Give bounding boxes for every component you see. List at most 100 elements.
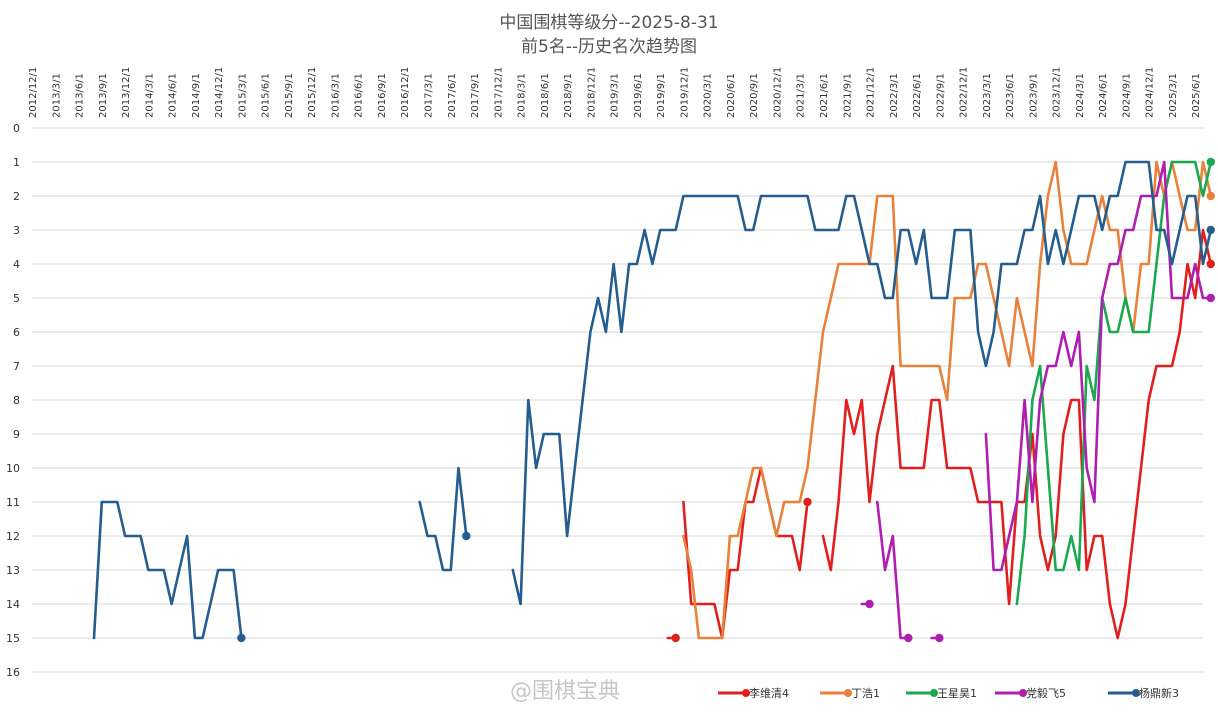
legend-swatch-marker [844,689,852,697]
x-tick-label: 2018/6/1 [540,73,551,118]
x-tick-label: 2021/3/1 [796,73,807,118]
series-end-marker [865,599,874,609]
y-tick-label: 10 [6,462,20,475]
x-tick-label: 2016/6/1 [354,73,365,118]
series-end-marker [671,633,680,643]
series-end-marker [904,633,913,643]
series-line [1015,160,1213,606]
grid-lines [32,127,1203,673]
x-tick-label: 2020/9/1 [749,73,760,118]
x-tick-label: 2013/9/1 [98,73,109,118]
series-line [418,466,468,572]
x-tick-label: 2015/3/1 [237,73,248,118]
x-tick-label: 2016/12/1 [400,67,411,118]
legend-label: 李维清4 [749,686,789,700]
x-tick-label: 2024/9/1 [1121,73,1132,118]
legend-item: 李维清4 [718,686,789,700]
legend-swatch-marker [1132,689,1140,697]
series-3 [1015,157,1215,606]
series-5 [92,160,1215,643]
y-tick-label: 4 [13,258,20,271]
x-tick-label: 2025/3/1 [1168,73,1179,118]
y-tick-label: 16 [6,666,20,679]
x-tick-label: 2023/9/1 [1028,73,1039,118]
series-end-marker [237,633,246,643]
x-tick-label: 2021/9/1 [842,73,853,118]
series-end-marker [1206,225,1215,235]
y-tick-label: 15 [6,632,20,645]
y-tick-label: 8 [13,394,20,407]
x-tick-label: 2014/6/1 [168,73,179,118]
series-2 [682,160,1215,640]
series-line [92,500,243,640]
x-tick-label: 2014/3/1 [144,73,155,118]
legend-label: 杨鼎新3 [1139,686,1179,700]
x-tick-label: 2018/12/1 [586,67,597,118]
chart-title: 中国围棋等级分--2025-8-31 [499,13,718,33]
x-tick-label: 2014/9/1 [191,73,202,118]
legend-item: 党毅飞5 [995,686,1066,700]
y-tick-label: 12 [6,530,20,543]
series-4 [860,160,1215,643]
x-tick-label: 2020/3/1 [703,73,714,118]
x-tick-label: 2014/12/1 [214,67,225,118]
x-tick-label: 2024/3/1 [1075,73,1086,118]
x-tick-label: 2016/9/1 [377,73,388,118]
x-tick-label: 2023/6/1 [1005,73,1016,118]
series-line [511,160,1213,606]
series-end-marker [1206,157,1215,167]
legend-label: 党毅飞5 [1026,686,1066,700]
y-tick-label: 11 [6,496,20,509]
legend-swatch-marker [1019,689,1027,697]
x-tick-label: 2022/9/1 [935,73,946,118]
x-tick-label: 2022/6/1 [912,73,923,118]
x-tick-label: 2023/12/1 [1052,67,1063,118]
x-tick-label: 2020/12/1 [772,67,783,118]
y-tick-label: 9 [13,428,20,441]
y-tick-label: 0 [13,122,20,135]
y-tick-label: 13 [6,564,20,577]
x-tick-label: 2017/6/1 [447,73,458,118]
x-tick-label: 2017/12/1 [493,67,504,118]
x-tick-label: 2019/12/1 [679,67,690,118]
series-end-marker [803,497,812,507]
x-tick-label: 2017/9/1 [470,73,481,118]
legend-swatch-marker [742,689,750,697]
x-tick-label: 2012/12/1 [28,67,39,118]
x-tick-label: 2019/9/1 [656,73,667,118]
series-line [984,160,1213,572]
legend-label: 丁浩1 [851,687,880,700]
y-tick-label: 5 [13,292,20,305]
y-tick-label: 6 [13,326,20,339]
x-tick-label: 2023/3/1 [982,73,993,118]
x-tick-label: 2022/3/1 [889,73,900,118]
y-tick-label: 7 [13,360,20,373]
series-line [682,160,1213,640]
y-tick-label: 1 [13,156,20,169]
watermark-text: @围棋宝典 [510,679,620,704]
x-tick-label: 2018/9/1 [563,73,574,118]
x-tick-label: 2015/6/1 [261,73,272,118]
x-tick-label: 2016/3/1 [330,73,341,118]
y-tick-label: 14 [6,598,20,611]
x-tick-label: 2019/6/1 [633,73,644,118]
y-tick-label: 3 [13,224,20,237]
y-tick-label: 2 [13,190,20,203]
legend-item: 杨鼎新3 [1108,686,1179,700]
x-tick-label: 2025/6/1 [1191,73,1202,118]
chart-legend: 李维清4 丁浩1 王星昊1 党毅飞5 杨鼎新3 [718,686,1179,700]
x-tick-label: 2018/3/1 [517,73,528,118]
series-line [875,500,910,640]
x-tick-label: 2019/3/1 [610,73,621,118]
series-end-marker [462,531,471,541]
series-end-marker [1206,293,1215,303]
chart-subtitle: 前5名--历史名次趋势图 [521,37,697,57]
x-tick-label: 2021/6/1 [819,73,830,118]
legend-label: 王星昊1 [937,687,977,700]
series-end-marker [935,633,944,643]
legend-item: 丁浩1 [820,687,880,700]
